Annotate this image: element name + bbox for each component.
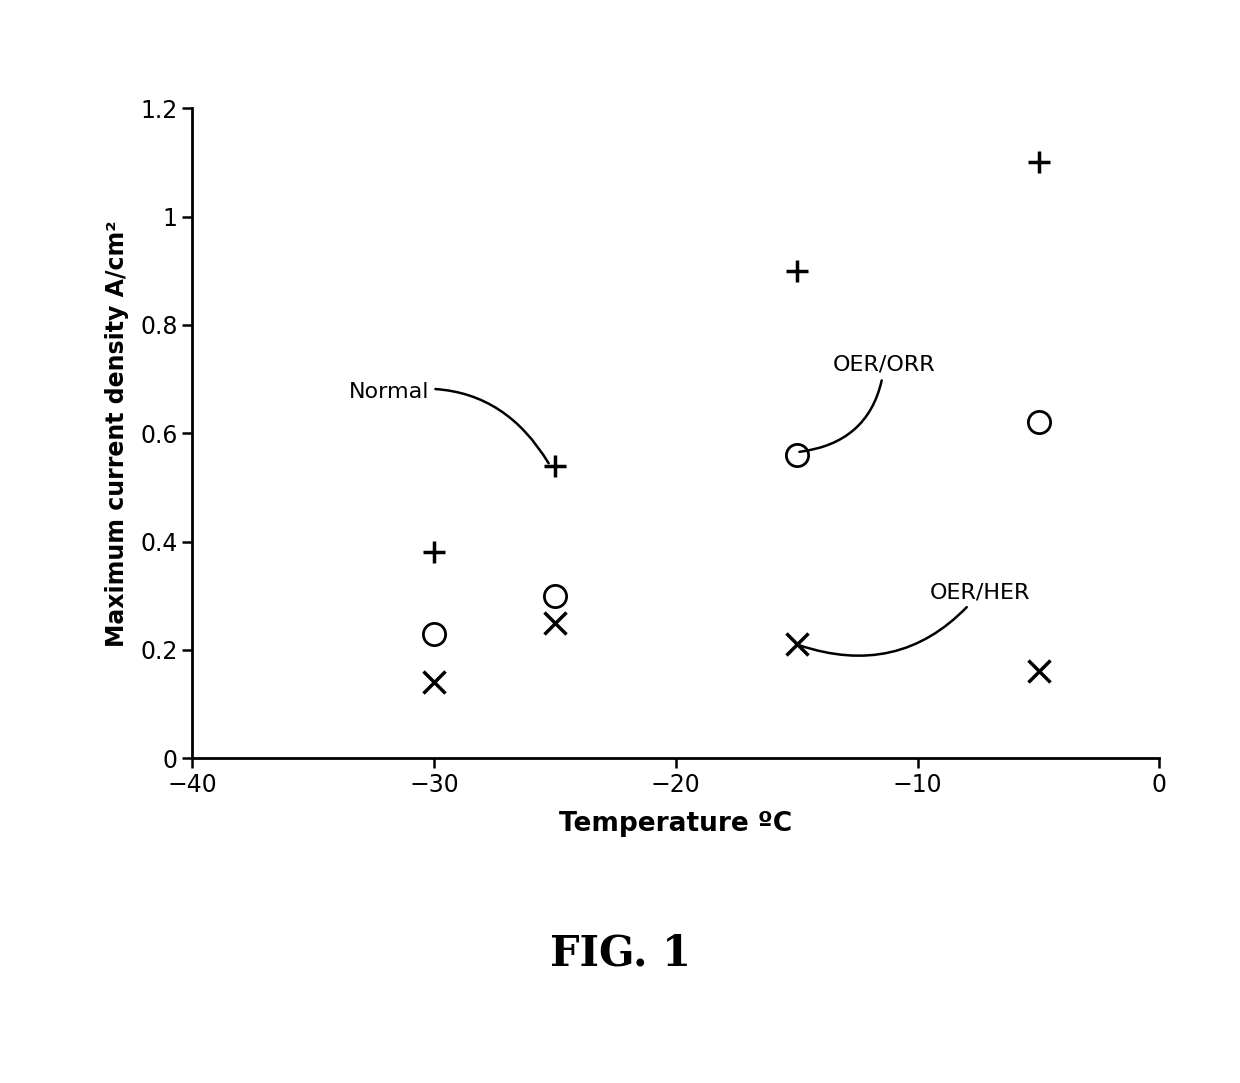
Text: Normal: Normal [350, 382, 548, 464]
Text: OER/HER: OER/HER [800, 583, 1030, 655]
Text: OER/ORR: OER/ORR [800, 355, 936, 452]
Text: FIG. 1: FIG. 1 [549, 932, 691, 974]
Y-axis label: Maximum current density A/cm²: Maximum current density A/cm² [105, 220, 129, 647]
X-axis label: Temperature ºC: Temperature ºC [559, 810, 792, 836]
